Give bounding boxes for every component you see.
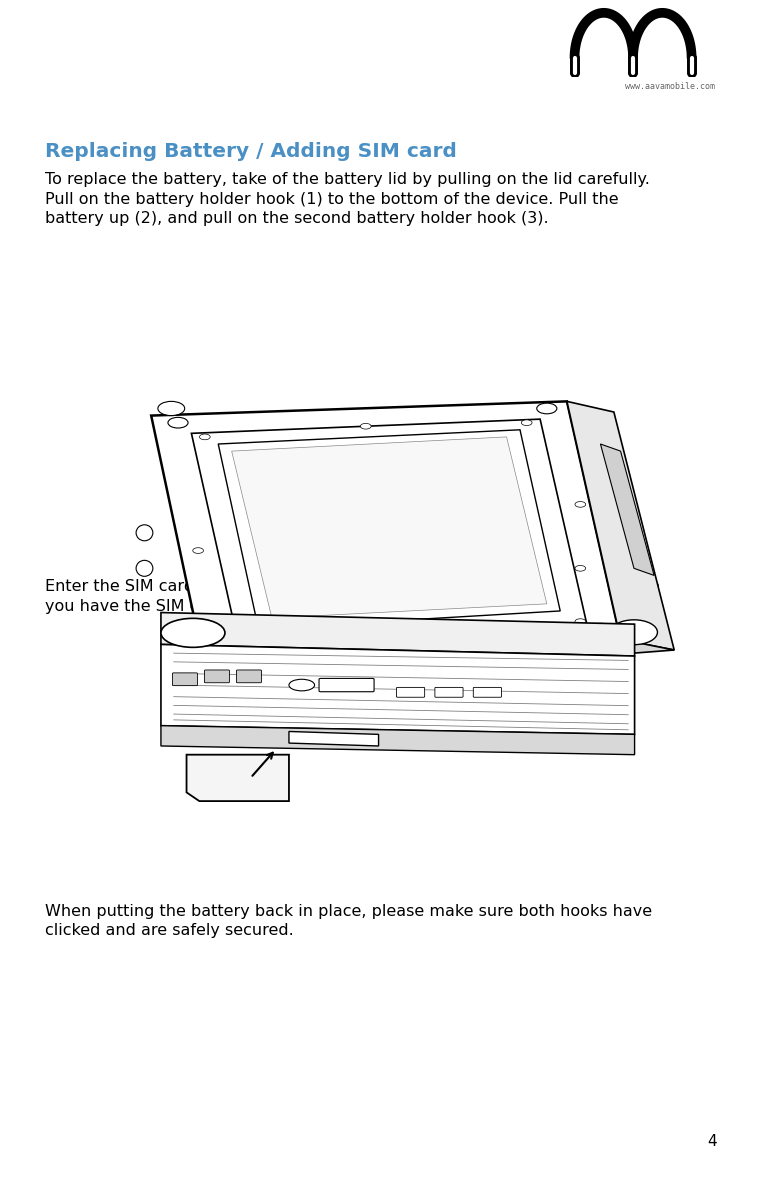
Circle shape — [610, 619, 658, 644]
Text: Pull on the battery holder hook (1) to the bottom of the device. Pull the: Pull on the battery holder hook (1) to t… — [45, 192, 619, 206]
Polygon shape — [161, 612, 635, 656]
Text: To replace the battery, take of the battery lid by pulling on the lid carefully.: To replace the battery, take of the batt… — [45, 172, 650, 187]
Circle shape — [200, 633, 210, 638]
FancyBboxPatch shape — [204, 670, 229, 683]
FancyBboxPatch shape — [478, 656, 502, 665]
Text: Enter the SIM card into the slot in the bottom right corner. Please make sure: Enter the SIM card into the slot in the … — [45, 579, 660, 594]
Text: 4: 4 — [707, 1134, 717, 1148]
Circle shape — [394, 630, 405, 635]
Polygon shape — [161, 644, 635, 734]
Circle shape — [168, 417, 188, 427]
Text: When putting the battery back in place, please make sure both hooks have: When putting the battery back in place, … — [45, 905, 652, 919]
Circle shape — [591, 623, 610, 633]
Circle shape — [572, 656, 615, 680]
Polygon shape — [151, 401, 620, 668]
FancyBboxPatch shape — [172, 673, 197, 686]
Circle shape — [575, 566, 586, 571]
Circle shape — [158, 401, 184, 416]
Circle shape — [536, 403, 557, 413]
Polygon shape — [600, 444, 654, 575]
Circle shape — [200, 435, 210, 439]
Polygon shape — [567, 401, 674, 650]
FancyBboxPatch shape — [444, 656, 469, 665]
Text: www.aavamobile.com: www.aavamobile.com — [625, 82, 715, 91]
Circle shape — [215, 649, 235, 658]
Circle shape — [360, 424, 371, 429]
Polygon shape — [161, 726, 635, 754]
Polygon shape — [289, 732, 379, 746]
FancyBboxPatch shape — [396, 688, 424, 697]
Circle shape — [383, 649, 416, 665]
Polygon shape — [191, 419, 587, 643]
FancyBboxPatch shape — [473, 688, 501, 697]
FancyBboxPatch shape — [435, 688, 463, 697]
Ellipse shape — [136, 525, 153, 541]
Text: Replacing Battery / Adding SIM card: Replacing Battery / Adding SIM card — [45, 142, 457, 161]
Polygon shape — [218, 430, 560, 629]
Circle shape — [575, 619, 586, 624]
Circle shape — [289, 680, 315, 691]
Polygon shape — [205, 639, 674, 682]
Polygon shape — [232, 437, 547, 618]
Ellipse shape — [136, 560, 153, 577]
Polygon shape — [187, 754, 289, 802]
FancyBboxPatch shape — [236, 670, 261, 683]
Circle shape — [193, 548, 203, 553]
Circle shape — [521, 420, 532, 425]
Circle shape — [575, 502, 586, 507]
Circle shape — [161, 618, 225, 648]
Text: battery up (2), and pull on the second battery holder hook (3).: battery up (2), and pull on the second b… — [45, 211, 549, 226]
Text: clicked and are safely secured.: clicked and are safely secured. — [45, 924, 293, 939]
FancyBboxPatch shape — [319, 678, 374, 691]
Text: you have the SIM card in the correct direction (chip facing down).: you have the SIM card in the correct dir… — [45, 598, 573, 613]
